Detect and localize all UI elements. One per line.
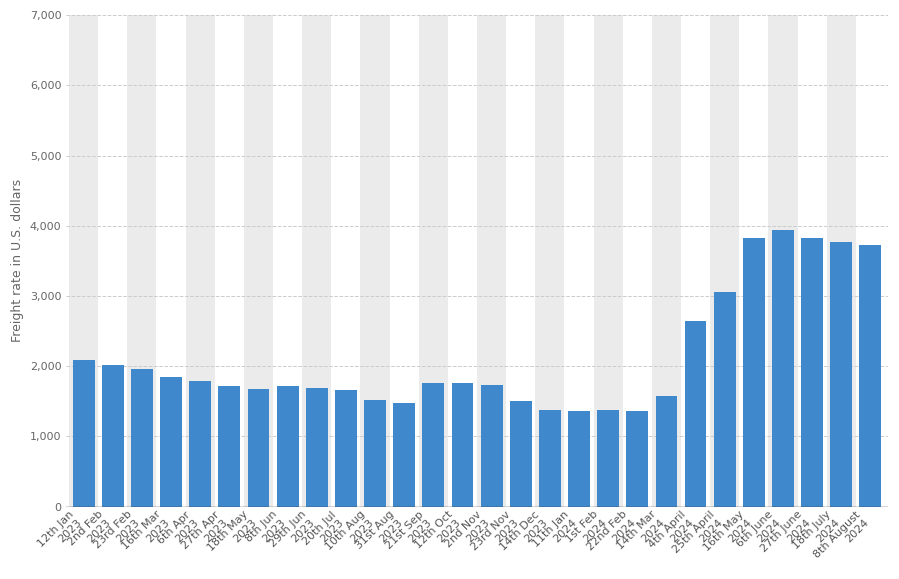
Bar [535, 15, 565, 507]
Bar [247, 389, 270, 507]
Bar [451, 383, 474, 507]
Bar [685, 321, 707, 507]
Bar [419, 15, 448, 507]
Bar [393, 402, 415, 507]
Bar [714, 292, 735, 507]
Bar [335, 390, 357, 507]
Bar [859, 245, 881, 507]
Bar [568, 411, 590, 507]
Bar [73, 360, 94, 507]
Bar [244, 15, 273, 507]
Bar [131, 369, 153, 507]
Bar [801, 239, 823, 507]
Bar [218, 386, 240, 507]
Bar [364, 400, 386, 507]
Bar [539, 410, 561, 507]
Bar [477, 15, 506, 507]
Bar [360, 15, 389, 507]
Bar [160, 378, 182, 507]
Bar [510, 401, 531, 507]
Bar [710, 15, 739, 507]
Bar [302, 15, 332, 507]
Bar [128, 15, 156, 507]
Bar [481, 385, 503, 507]
Bar [743, 239, 765, 507]
Bar [831, 242, 852, 507]
Bar [593, 15, 623, 507]
Bar [772, 230, 794, 507]
Bar [306, 388, 327, 507]
Bar [69, 15, 98, 507]
Bar [423, 383, 444, 507]
Bar [769, 15, 797, 507]
Bar [185, 15, 215, 507]
Bar [190, 381, 211, 507]
Bar [827, 15, 856, 507]
Bar [597, 411, 619, 507]
Bar [277, 386, 298, 507]
Bar [655, 396, 677, 507]
Bar [652, 15, 681, 507]
Bar [627, 411, 648, 507]
Y-axis label: Freight rate in U.S. dollars: Freight rate in U.S. dollars [11, 179, 24, 342]
Bar [102, 365, 124, 507]
